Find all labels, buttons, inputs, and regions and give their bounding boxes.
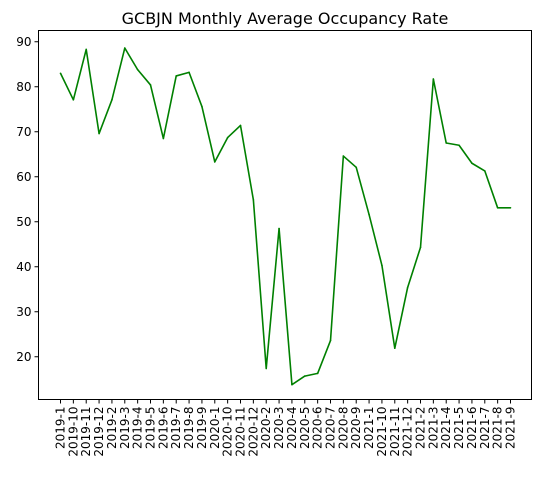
- data-point: [303, 375, 306, 377]
- x-tick-label: 2019-1: [54, 407, 68, 450]
- x-tick-label: 2021-12: [401, 407, 415, 457]
- data-point: [381, 264, 383, 267]
- data-point: [278, 227, 280, 230]
- data-point: [162, 137, 165, 140]
- series-line: [59, 47, 511, 386]
- data-point: [329, 339, 332, 342]
- data-point: [201, 105, 203, 108]
- x-tick-label: 2020-7: [324, 407, 338, 450]
- x-tick-label: 2021-1: [362, 407, 376, 450]
- x-tick-label: 2019-5: [144, 407, 158, 450]
- x-tick-label: 2019-4: [131, 407, 145, 450]
- y-tick-label: 30: [16, 305, 31, 319]
- chart-title: GCBJN Monthly Average Occupancy Rate: [122, 9, 449, 28]
- x-tick-label: 2020-10: [221, 407, 235, 457]
- y-tick-label: 50: [16, 215, 31, 229]
- data-point: [368, 213, 370, 216]
- x-tick-label: 2019-2: [105, 407, 119, 450]
- data-point: [213, 161, 216, 163]
- x-tick-label: 2019-7: [169, 407, 183, 450]
- y-axis: 20 30 40 50 60 70 80 90: [16, 35, 39, 364]
- x-tick-label: 2021-6: [465, 407, 479, 450]
- x-tick-label: 2021-3: [426, 407, 440, 450]
- data-point: [509, 207, 512, 209]
- data-point: [98, 132, 100, 135]
- x-tick-label: 2021-5: [452, 407, 466, 450]
- data-point: [59, 72, 62, 75]
- x-tick-label: 2020-4: [285, 407, 299, 450]
- data-point: [111, 99, 113, 101]
- data-point: [85, 48, 88, 51]
- data-point: [393, 347, 396, 350]
- x-tick-label: 2021-11: [388, 407, 402, 457]
- data-point: [458, 144, 460, 147]
- x-tick-label: 2020-8: [336, 407, 350, 450]
- data-point: [239, 124, 242, 127]
- x-tick-label: 2020-11: [234, 407, 248, 457]
- y-tick-label: 80: [16, 80, 31, 94]
- x-tick-label: 2021-4: [439, 407, 453, 450]
- y-tick-label: 70: [16, 125, 31, 139]
- data-point: [316, 372, 319, 375]
- x-tick-label: 2021-8: [491, 407, 505, 450]
- x-tick-label: 2019-10: [66, 407, 80, 457]
- y-tick-label: 20: [16, 350, 31, 364]
- plot-frame: [38, 30, 532, 400]
- series-layer: [59, 47, 512, 386]
- data-point: [471, 162, 473, 165]
- x-tick-label: 2019-6: [156, 407, 170, 450]
- x-tick-label: 2019-8: [182, 407, 196, 450]
- x-tick-label: 2019-12: [92, 407, 106, 457]
- x-tick-label: 2020-1: [208, 407, 222, 450]
- data-point: [445, 142, 448, 144]
- data-point: [252, 198, 255, 201]
- data-point: [483, 170, 486, 172]
- x-tick-label: 2020-6: [311, 407, 325, 450]
- data-point: [136, 68, 139, 71]
- data-point: [149, 84, 152, 86]
- data-point: [432, 78, 435, 80]
- x-tick-label: 2021-9: [504, 407, 518, 450]
- y-tick-label: 60: [16, 170, 31, 184]
- x-tick-label: 2020-12: [246, 407, 260, 457]
- x-tick-label: 2019-3: [118, 407, 132, 450]
- x-tick-label: 2020-2: [259, 407, 273, 450]
- data-point: [355, 166, 358, 169]
- x-tick-label: 2020-9: [349, 407, 363, 450]
- data-point: [188, 71, 190, 74]
- x-tick-label: 2021-2: [414, 407, 428, 450]
- data-point: [72, 99, 75, 101]
- data-point: [406, 286, 409, 289]
- data-point: [226, 136, 229, 139]
- x-axis: 2019-12019-102019-112019-122019-22019-32…: [54, 399, 518, 457]
- data-point: [419, 246, 422, 249]
- y-tick-label: 40: [16, 260, 31, 274]
- data-point: [496, 207, 499, 209]
- data-point: [265, 367, 268, 370]
- x-tick-label: 2019-9: [195, 407, 209, 450]
- x-tick-label: 2019-11: [79, 407, 93, 457]
- x-tick-label: 2020-5: [298, 407, 312, 450]
- data-point: [342, 155, 345, 157]
- x-tick-label: 2021-10: [375, 407, 389, 457]
- x-tick-label: 2021-7: [478, 407, 492, 450]
- data-point: [291, 383, 293, 386]
- x-tick-label: 2020-3: [272, 407, 286, 450]
- y-tick-label: 90: [16, 35, 31, 49]
- data-point: [175, 75, 178, 77]
- data-point: [123, 47, 126, 49]
